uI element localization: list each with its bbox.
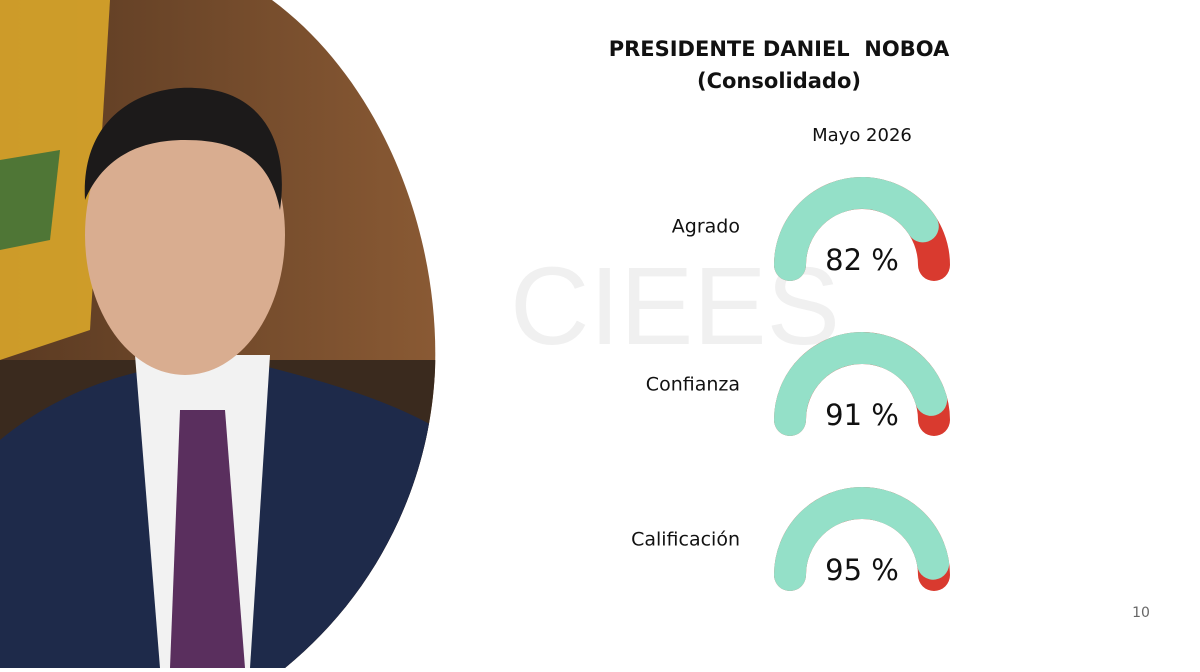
gauge-value xyxy=(774,177,939,281)
value-label: 91 % xyxy=(825,398,899,432)
gauge-value xyxy=(774,332,948,436)
portrait-photo xyxy=(0,0,436,668)
category-label: Calificación xyxy=(631,529,740,551)
gauges: 82 % Agrado 91 % Confianza 95 % Calificación xyxy=(631,177,950,591)
value-label: 95 % xyxy=(825,553,899,587)
category-label: Confianza xyxy=(646,374,740,396)
category-label: Agrado xyxy=(672,216,740,238)
value-label: 82 % xyxy=(825,243,899,277)
gauge-value xyxy=(774,487,950,591)
chart-title: PRESIDENTE DANIEL NOBOA xyxy=(609,37,950,61)
chart-subtitle: (Consolidado) xyxy=(697,69,861,93)
period-label: Mayo 2026 xyxy=(812,125,912,146)
page-number: 10 xyxy=(1132,605,1150,621)
